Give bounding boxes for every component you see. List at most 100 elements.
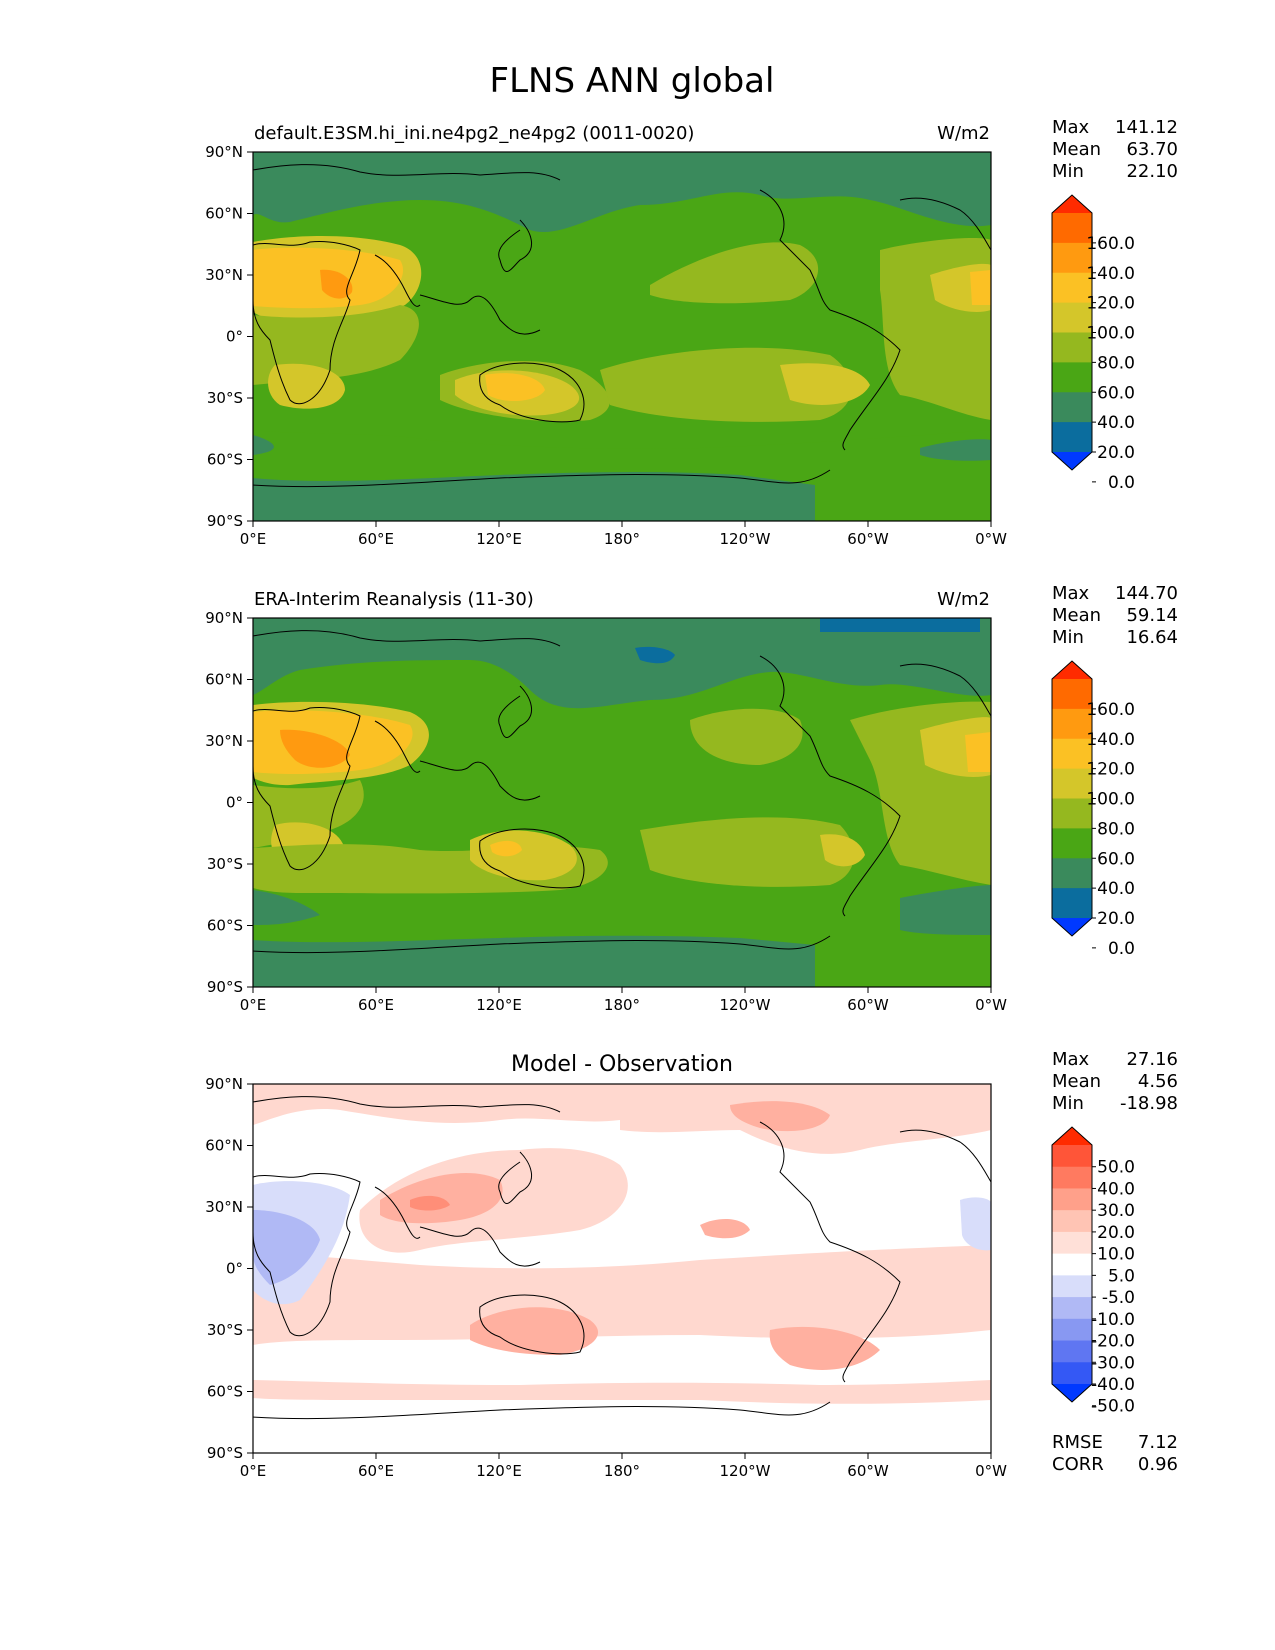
stat-corr-value: 0.96: [1138, 1454, 1178, 1475]
contour-100-australia: [485, 373, 545, 402]
colorbar-tick-label: 100.0: [1086, 790, 1135, 810]
lon-tick-label: 180°: [604, 530, 640, 548]
lon-tick-label: 180°: [604, 1462, 640, 1480]
stat-mean-label: Mean: [1052, 139, 1101, 160]
colorbar-segment: [1052, 1340, 1092, 1363]
contour-40-arctic: [253, 618, 991, 709]
stat-max-label: Max: [1052, 1049, 1090, 1070]
contour-60-north-pacific: [690, 708, 803, 765]
map-difference: [253, 1084, 991, 1453]
lat-tick-label: 30°N: [205, 1198, 243, 1216]
stats-observation: Max 144.70 Mean 59.14 Min 16.64: [1052, 583, 1178, 648]
lat-tick-label: 0°: [226, 794, 243, 812]
lat-tick-label: 30°N: [205, 266, 243, 284]
colorbar-tick-label: 80.0: [1097, 353, 1135, 373]
contour-neg10-africa: [253, 1210, 320, 1285]
colorbar-segment: [1052, 1210, 1092, 1233]
axis-ticks-observation: 0°E 60°E 120°E 180° 120°W 60°W 0°W 90°N 60°N 30°N…: [205, 609, 1007, 1014]
colorbar-segment: [1052, 362, 1092, 393]
lon-tick-label: 120°E: [476, 1462, 522, 1480]
lon-tick-label: 0°W: [975, 996, 1007, 1014]
lon-tick-label: 180°: [604, 996, 640, 1014]
contour-100-australia: [490, 840, 522, 857]
contour-pos5-arctic: [253, 1084, 620, 1125]
lat-tick-label: 90°S: [207, 512, 243, 530]
lat-tick-label: 60°S: [207, 1383, 243, 1401]
stat-rmse-value: 7.12: [1138, 1432, 1178, 1453]
colorbar-tick-label: -5.0: [1102, 1288, 1135, 1308]
colorbar-segment: [1052, 858, 1092, 889]
colorbar-tick-label: 40.0: [1097, 879, 1135, 899]
colorbar-segment: [1052, 738, 1092, 770]
colorbar-tick-label: 0.0: [1108, 939, 1135, 959]
colorbar-tick-label: 160.0: [1086, 234, 1135, 254]
axis-ticks-model: 0°E 60°E 120°E 180° 120°W 60°W 0°W 90°N 60°N 30°N…: [205, 143, 1007, 548]
lon-tick-label: 120°W: [720, 1462, 771, 1480]
figure-title: FLNS ANN global: [490, 61, 775, 101]
colorbar-segment: [1052, 332, 1092, 363]
colorbar-tick-label: 20.0: [1097, 909, 1135, 929]
colorbar-tick-label: 20.0: [1097, 443, 1135, 463]
lon-tick-label: 120°W: [720, 530, 771, 548]
contour-pos5-tropics: [253, 1245, 991, 1345]
coastlines-model: [253, 164, 991, 488]
colorbar-tick-label: 80.0: [1097, 819, 1135, 839]
lat-tick-label: 90°N: [205, 609, 243, 627]
stats-difference: Max 27.16 Mean 4.56 Min -18.98 RMSE 7.12…: [1052, 1049, 1178, 1475]
contour-40-antarctica-east: [920, 439, 991, 461]
colorbar-tick-label: 140.0: [1086, 730, 1135, 750]
panel-observation-units: W/m2: [937, 589, 990, 610]
axis-ticks-difference: 0°E 60°E 120°E 180° 120°W 60°W 0°W 90°N 60°N 30°N…: [205, 1075, 1007, 1480]
colorbar-tick-label: 50.0: [1097, 1158, 1135, 1178]
stats-model: Max 141.12 Mean 63.70 Min 22.10: [1052, 117, 1178, 182]
lat-tick-label: 90°S: [207, 978, 243, 996]
panel-difference-center-title: Model - Observation: [511, 1052, 733, 1077]
colorbar-tick-label: 60.0: [1097, 849, 1135, 869]
panel-model-left-title: default.E3SM.hi_ini.ne4pg2_ne4pg2 (0011-…: [254, 123, 694, 144]
lon-tick-label: 0°E: [240, 996, 267, 1014]
colorbar-segment: [1052, 242, 1092, 274]
colorbar-tick-label: 60.0: [1097, 383, 1135, 403]
contour-pos10-pacific-north: [700, 1218, 750, 1239]
colorbar-extend-min: [1052, 1384, 1092, 1402]
colorbar-tick-label: 20.0: [1097, 1223, 1135, 1243]
lon-tick-label: 60°E: [358, 1462, 394, 1480]
contour-pos10-canada: [730, 1101, 830, 1132]
lat-tick-label: 90°N: [205, 1075, 243, 1093]
contour-80-south-pacific: [820, 834, 865, 867]
colorbar-extend-max: [1052, 1127, 1092, 1145]
map-observation: [253, 618, 991, 987]
colorbar-segment: [1052, 1231, 1092, 1255]
lon-tick-label: 60°W: [847, 1462, 889, 1480]
contour-60-north-pacific: [650, 242, 819, 304]
colorbar-tick-label: -10.0: [1091, 1310, 1135, 1330]
lon-tick-label: 120°E: [476, 530, 522, 548]
colorbar-tick-label: -30.0: [1091, 1353, 1135, 1373]
contour-100-atlantic: [970, 270, 991, 305]
colorbar-segment: [1052, 1362, 1092, 1385]
colorbar-segment: [1052, 1188, 1092, 1211]
colorbar-segment: [1052, 708, 1092, 740]
stat-corr-label: CORR: [1052, 1454, 1104, 1475]
colorbar-segment: [1052, 828, 1092, 859]
coastlines-observation: [253, 630, 991, 954]
contour-20-antarctica: [253, 935, 815, 987]
lon-tick-label: 60°W: [847, 996, 889, 1014]
contour-100-atlantic: [965, 732, 991, 772]
colorbar-tick-label: 140.0: [1086, 264, 1135, 284]
lon-tick-label: 0°E: [240, 530, 267, 548]
lat-tick-label: 30°S: [207, 855, 243, 873]
lon-tick-label: 60°E: [358, 530, 394, 548]
stat-min-value: -18.98: [1120, 1093, 1178, 1114]
colorbar-extend-min: [1052, 452, 1092, 470]
lat-tick-label: 30°N: [205, 732, 243, 750]
colorbar-segment: [1052, 422, 1092, 453]
colorbar-extend-min: [1052, 918, 1092, 936]
colorbar-tick-label: 40.0: [1097, 1179, 1135, 1199]
colorbar-segment: [1052, 1166, 1092, 1189]
contour-40-arctic: [253, 152, 991, 233]
stat-mean-label: Mean: [1052, 605, 1101, 626]
colorbar-segment: [1052, 1318, 1092, 1342]
contour-neg5-atlantic: [960, 1197, 991, 1251]
lat-tick-label: 90°N: [205, 143, 243, 161]
